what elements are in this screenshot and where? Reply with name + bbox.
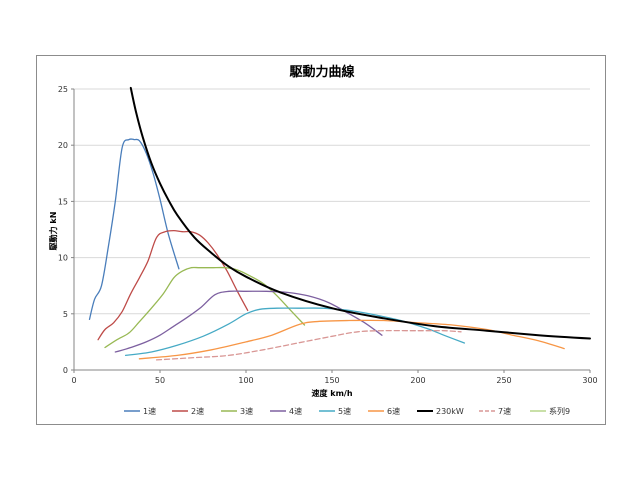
legend-label-5: 6速 bbox=[387, 407, 400, 416]
x-tick-label-6: 300 bbox=[582, 376, 597, 385]
chart-frame: 駆動力曲線 0 50 100 150 200 250 300 0 5 10 15 20 25 速度 km… bbox=[36, 55, 606, 425]
x-tick-label-5: 250 bbox=[496, 376, 511, 385]
legend-label-0: 1速 bbox=[143, 407, 156, 416]
y-tick-label-5: 25 bbox=[58, 85, 68, 94]
series-line-7 bbox=[155, 329, 462, 361]
legend-label-4: 5速 bbox=[338, 407, 351, 416]
y-tick-label-2: 10 bbox=[58, 254, 68, 263]
series-line-2 bbox=[104, 266, 306, 349]
x-tick-label-4: 200 bbox=[410, 376, 425, 385]
x-axis-title: 速度 km/h bbox=[311, 388, 352, 398]
y-tick-label-0: 0 bbox=[63, 366, 68, 375]
legend-label-3: 4速 bbox=[289, 407, 302, 416]
series-line-5 bbox=[138, 319, 565, 360]
driving-force-chart: 駆動力曲線 0 50 100 150 200 250 300 0 5 10 15 20 25 速度 km… bbox=[48, 64, 598, 416]
x-tick-label-1: 50 bbox=[155, 376, 165, 385]
chart-title: 駆動力曲線 bbox=[289, 64, 355, 80]
y-tick-label-1: 5 bbox=[63, 310, 68, 319]
x-tick-label-2: 100 bbox=[238, 376, 253, 385]
legend-label-7: 7速 bbox=[498, 407, 511, 416]
series-line-1 bbox=[97, 229, 249, 341]
y-axis-title: 駆動力 kN bbox=[48, 212, 58, 252]
series-line-3 bbox=[114, 290, 383, 353]
x-tick-label-3: 150 bbox=[324, 376, 339, 385]
y-tick-label-3: 15 bbox=[58, 197, 68, 206]
series-line-4 bbox=[124, 307, 466, 357]
series-line-0 bbox=[88, 138, 180, 321]
legend-label-6: 230kW bbox=[436, 407, 464, 416]
x-tick-label-0: 0 bbox=[71, 376, 76, 385]
series-line-6 bbox=[129, 86, 591, 340]
legend-label-8: 系列9 bbox=[549, 406, 570, 416]
legend-label-2: 3速 bbox=[240, 407, 253, 416]
legend-label-1: 2速 bbox=[191, 407, 204, 416]
y-tick-label-4: 20 bbox=[58, 141, 68, 150]
